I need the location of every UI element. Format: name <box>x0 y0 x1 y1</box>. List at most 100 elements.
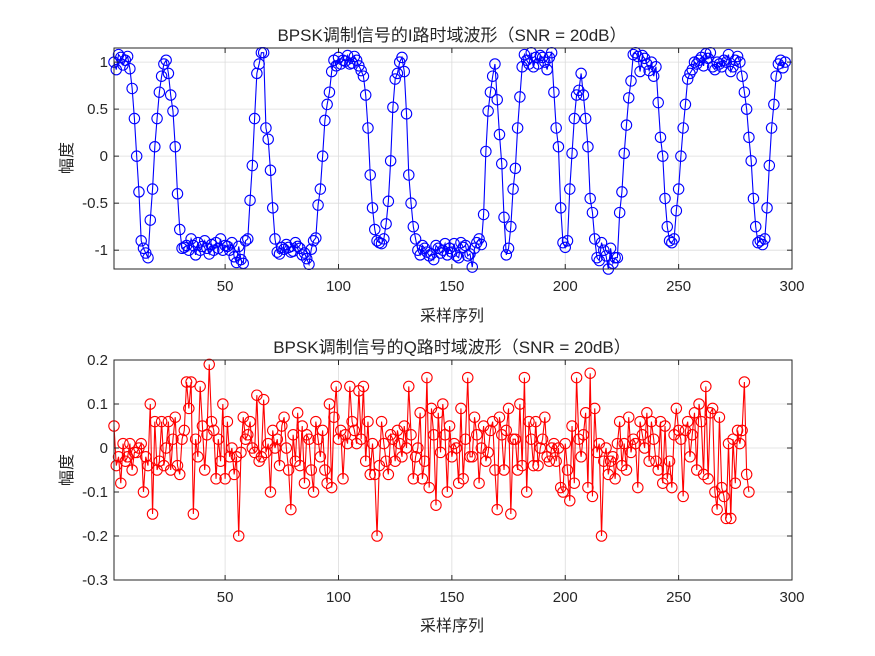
i-channel-data-point <box>514 91 526 103</box>
q-channel-y-tick-label: 0 <box>100 440 108 457</box>
q-channel-data-point <box>625 446 637 459</box>
i-channel-data-point <box>582 140 594 153</box>
i-channel-data-point <box>613 206 626 219</box>
i-channel-data-point <box>622 92 635 104</box>
i-channel-data-point <box>130 150 143 162</box>
i-channel-data-point <box>359 89 372 101</box>
q-channel-data-point <box>484 424 497 437</box>
i-channel-data-point <box>378 233 390 245</box>
q-channel-data-point <box>643 455 655 467</box>
i-channel-data-point <box>366 202 379 214</box>
q-channel-data-point <box>437 398 449 410</box>
i-channel-data-point <box>409 233 422 245</box>
i-channel-data-point <box>232 240 245 253</box>
q-channel-data-point <box>498 464 510 476</box>
q-channel-data-point <box>217 398 229 410</box>
q-channel-x-tick-label: 250 <box>666 589 691 606</box>
q-channel-data-point <box>557 486 569 498</box>
q-channel-data-point <box>382 468 395 481</box>
q-channel-data-point <box>711 503 723 516</box>
i-channel-data-point <box>461 250 474 262</box>
i-channel-data-point <box>552 140 565 153</box>
q-channel-data-point <box>221 415 234 428</box>
q-channel-data-point <box>536 433 549 445</box>
q-channel-data-point <box>729 477 742 489</box>
i-channel-data-point <box>566 147 578 160</box>
q-channel-data-point <box>205 415 218 428</box>
q-channel-data-point <box>532 459 544 472</box>
q-channel-y-tick-label: 0.2 <box>87 352 108 369</box>
i-channel-data-point <box>722 48 735 61</box>
i-channel-data-point <box>124 62 136 75</box>
q-channel-data-point <box>570 371 583 384</box>
q-channel-data-point <box>196 420 209 432</box>
i-channel-data-point <box>477 208 490 221</box>
q-channel-data-point <box>321 477 333 489</box>
q-channel-data-point <box>305 464 318 476</box>
i-channel-data-point <box>679 98 692 111</box>
i-channel-x-tick-label: 250 <box>666 278 691 295</box>
i-channel-data-point <box>604 242 617 255</box>
q-channel-data-point <box>282 464 295 476</box>
q-channel-data-point <box>117 437 129 450</box>
i-channel-data-point <box>652 96 664 109</box>
i-channel-data-point <box>736 70 748 82</box>
q-channel-data-point <box>416 473 429 485</box>
i-channel-data-point <box>228 251 240 263</box>
q-channel-data-point <box>595 530 608 542</box>
i-channel-data-point <box>650 61 662 73</box>
q-channel-data-point <box>491 503 503 516</box>
i-channel-data-point <box>749 220 762 233</box>
q-channel-data-point <box>110 459 123 472</box>
q-channel-data-point <box>618 437 630 450</box>
q-channel-data-point <box>178 424 191 437</box>
i-channel-data-point <box>264 164 277 177</box>
q-channel-data-point <box>588 402 601 415</box>
q-channel-data-point <box>586 490 599 503</box>
i-channel-data-point <box>675 150 687 162</box>
i-channel-data-point <box>398 65 410 78</box>
q-channel-data-point <box>155 415 168 428</box>
q-channel-data-point <box>616 459 628 472</box>
q-channel-data-point <box>502 402 515 415</box>
q-channel-data-point <box>135 437 147 450</box>
q-channel-data-point <box>294 459 306 472</box>
q-channel-data-point <box>396 451 408 463</box>
i-channel-data-point <box>450 250 463 262</box>
i-channel-data-point <box>144 214 157 226</box>
q-channel-data-point <box>534 442 547 454</box>
i-channel-data-point <box>298 247 311 259</box>
q-channel-data-point <box>369 468 381 481</box>
q-channel-data-point <box>573 433 585 445</box>
i-channel-title: BPSK调制信号的I路时域波形（SNR = 20dB） <box>277 26 626 45</box>
i-channel-data-point <box>171 188 184 200</box>
q-channel-data-point <box>316 424 329 437</box>
q-channel-data-point <box>725 512 737 525</box>
q-channel-data-point <box>736 424 748 437</box>
q-channel-data-point <box>212 433 225 445</box>
i-channel-data-point <box>162 67 175 80</box>
q-channel-y-tick-label: -0.2 <box>82 528 108 545</box>
q-channel-data-point <box>566 420 578 432</box>
i-channel-data-point <box>300 252 313 265</box>
q-channel-data-point <box>461 371 474 384</box>
i-channel-data-point <box>595 236 608 249</box>
q-channel-data-point <box>153 455 166 467</box>
i-channel-y-tick-label: 0.5 <box>87 101 108 118</box>
q-channel-data-point <box>375 415 388 428</box>
q-channel-data-point <box>713 411 726 423</box>
q-channel-data-point <box>468 411 481 423</box>
i-channel-data-point <box>681 73 694 85</box>
q-channel-plot: BPSK调制信号的Q路时域波形（SNR = 20dB） 采样序列 幅度 50 10… <box>58 338 805 635</box>
q-channel-data-point <box>266 424 279 437</box>
q-channel-data-point <box>355 433 367 445</box>
i-channel-data-point <box>638 52 651 65</box>
q-channel-data-point <box>686 429 698 441</box>
q-channel-data-point <box>400 442 413 454</box>
i-channel-data-point <box>269 233 281 245</box>
q-channel-data-point <box>405 429 417 441</box>
q-channel-data-point <box>296 420 308 432</box>
i-channel-data-point <box>756 238 769 251</box>
i-channel-data-point <box>146 183 159 195</box>
i-channel-data-point <box>121 50 134 63</box>
